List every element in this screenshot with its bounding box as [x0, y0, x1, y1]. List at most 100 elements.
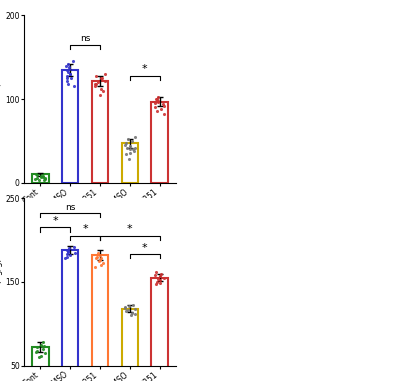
Point	[32, 349, 39, 355]
Text: ns: ns	[80, 34, 90, 43]
Point	[34, 175, 40, 181]
Point	[95, 258, 102, 264]
Point	[66, 64, 73, 70]
Point	[96, 252, 103, 258]
Point	[156, 277, 163, 283]
Text: *: *	[127, 224, 133, 234]
Point	[40, 339, 46, 345]
Point	[98, 86, 104, 92]
Point	[100, 88, 106, 94]
Bar	[92, 81, 108, 183]
Point	[64, 254, 70, 260]
Text: ns: ns	[65, 203, 75, 211]
Point	[152, 280, 159, 287]
Point	[99, 75, 105, 81]
Point	[152, 104, 158, 110]
Bar	[122, 309, 138, 381]
Point	[161, 275, 167, 281]
Point	[132, 134, 138, 140]
Point	[122, 304, 128, 310]
Point	[102, 71, 108, 77]
Point	[130, 146, 136, 152]
Point	[92, 81, 99, 87]
Bar	[92, 255, 108, 381]
Point	[152, 272, 158, 278]
Point	[126, 303, 132, 309]
Point	[154, 276, 161, 282]
Bar	[32, 174, 48, 183]
Text: *: *	[142, 64, 148, 74]
Point	[68, 75, 74, 81]
Point	[132, 306, 138, 312]
Point	[62, 255, 68, 261]
Point	[63, 62, 70, 69]
Point	[38, 173, 45, 179]
Point	[153, 269, 160, 275]
Point	[36, 177, 42, 183]
Point	[41, 176, 48, 182]
Text: *: *	[52, 216, 58, 226]
Bar	[152, 278, 168, 381]
Point	[132, 311, 138, 317]
Point	[128, 312, 134, 319]
Point	[130, 303, 136, 309]
Point	[70, 244, 77, 250]
Point	[64, 67, 70, 73]
Bar	[122, 144, 138, 183]
Point	[40, 174, 46, 180]
Bar	[32, 347, 48, 381]
Point	[93, 72, 100, 78]
Point	[32, 176, 38, 182]
Point	[64, 251, 70, 257]
Point	[94, 254, 100, 260]
Point	[65, 249, 71, 255]
Point	[38, 353, 45, 359]
Text: *: *	[142, 243, 148, 253]
Point	[102, 78, 108, 84]
Point	[126, 156, 132, 162]
Point	[92, 83, 98, 90]
Point	[124, 145, 130, 151]
Point	[42, 175, 49, 181]
Point	[65, 69, 71, 75]
Point	[154, 96, 160, 102]
Point	[66, 71, 73, 77]
Point	[158, 271, 164, 277]
Point	[153, 96, 160, 102]
Point	[65, 248, 71, 254]
Point	[127, 143, 133, 149]
Point	[152, 100, 158, 106]
Point	[64, 72, 70, 78]
Point	[122, 150, 129, 157]
Y-axis label: 5-HT (ng/g): 5-HT (ng/g)	[0, 258, 2, 306]
Point	[131, 145, 138, 151]
Point	[92, 264, 98, 270]
Point	[40, 346, 46, 352]
Point	[93, 255, 99, 261]
Point	[97, 257, 103, 263]
Point	[66, 66, 72, 72]
Point	[40, 173, 46, 179]
Point	[92, 81, 98, 87]
Point	[70, 83, 77, 90]
Bar	[152, 102, 168, 183]
Point	[126, 146, 133, 152]
Point	[34, 344, 40, 351]
Point	[97, 92, 103, 98]
Point	[157, 273, 163, 279]
Point	[67, 71, 74, 77]
Point	[122, 142, 128, 148]
Point	[98, 75, 104, 81]
Point	[155, 94, 162, 101]
Point	[34, 172, 40, 178]
Point	[65, 81, 71, 87]
Point	[64, 75, 70, 81]
Point	[38, 174, 45, 180]
Point	[123, 139, 130, 146]
Point	[100, 261, 106, 267]
Point	[38, 342, 45, 348]
Point	[67, 252, 74, 258]
Point	[42, 176, 48, 182]
Point	[123, 308, 130, 314]
Point	[64, 247, 70, 253]
